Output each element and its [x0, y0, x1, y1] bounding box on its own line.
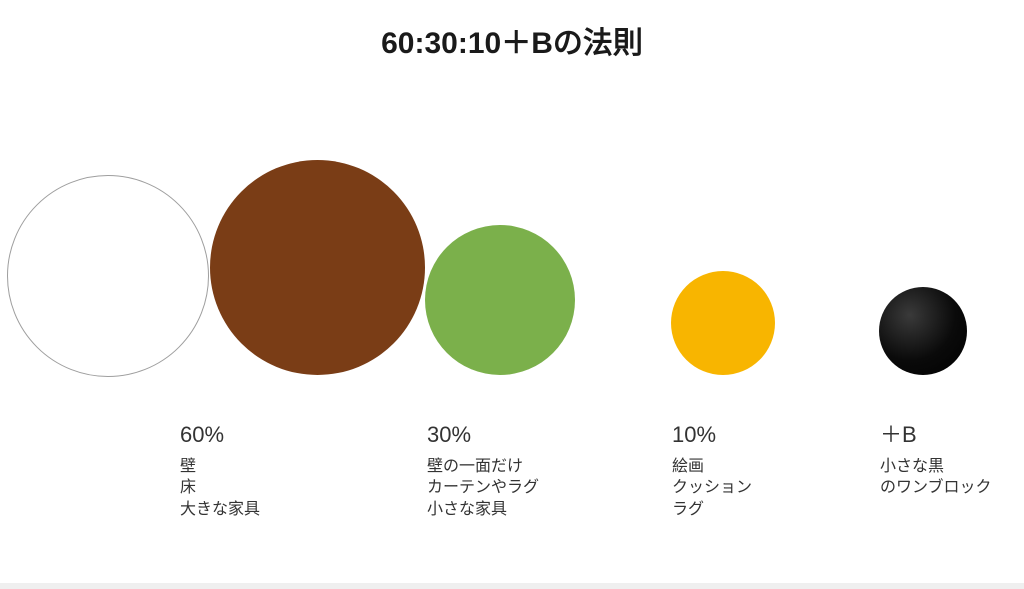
label-30-line-2: 小さな家具	[427, 499, 539, 521]
label-b-line-1: のワンブロック	[880, 477, 992, 499]
label-10-line-1: クッション	[672, 477, 752, 499]
label-60: 60% 壁床大きな家具	[180, 420, 260, 520]
label-60-line-2: 大きな家具	[180, 499, 260, 521]
label-10-line-2: ラグ	[672, 499, 752, 521]
label-30: 30% 壁の一面だけカーテンやラグ小さな家具	[427, 420, 539, 520]
label-10-line-0: 絵画	[672, 456, 752, 478]
circle-yellow	[671, 271, 775, 375]
label-b-heading: ＋B	[880, 420, 992, 450]
page-title: 60:30:10＋Bの法則	[0, 18, 1024, 62]
label-30-line-0: 壁の一面だけ	[427, 456, 539, 478]
circle-white	[7, 175, 209, 377]
label-60-line-0: 壁	[180, 456, 260, 478]
circle-brown	[210, 160, 425, 375]
label-10-heading: 10%	[672, 420, 752, 450]
bottom-bar	[0, 583, 1024, 589]
label-30-line-1: カーテンやラグ	[427, 477, 539, 499]
label-b: ＋B 小さな黒のワンブロック	[880, 420, 992, 499]
circle-black	[879, 287, 967, 375]
label-b-line-0: 小さな黒	[880, 456, 992, 478]
circle-green	[425, 225, 575, 375]
label-10: 10% 絵画クッションラグ	[672, 420, 752, 520]
label-60-heading: 60%	[180, 420, 260, 450]
label-30-heading: 30%	[427, 420, 539, 450]
label-60-line-1: 床	[180, 477, 260, 499]
